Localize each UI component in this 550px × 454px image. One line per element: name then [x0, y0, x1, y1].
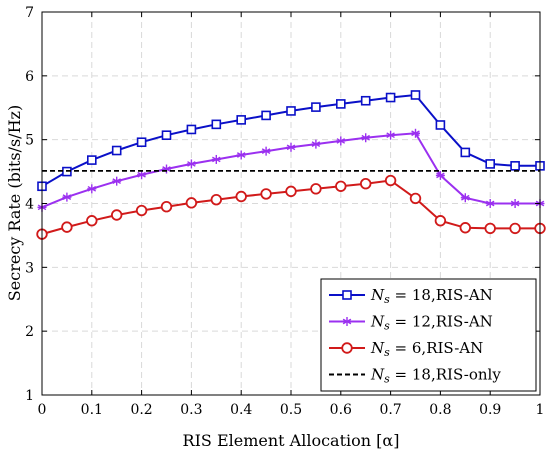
data-point-asterisk	[186, 159, 196, 169]
data-point-asterisk	[336, 136, 346, 146]
y-tick-label: 6	[25, 69, 34, 85]
data-point-square	[360, 95, 371, 106]
data-point-asterisk	[286, 142, 296, 152]
x-tick-label: 0.6	[330, 402, 352, 418]
data-point-circle	[285, 185, 297, 198]
x-tick-label: 0	[38, 402, 47, 418]
data-point-circle	[484, 222, 496, 235]
x-axis-label: RIS Element Allocation [α]	[183, 431, 400, 450]
data-point-square	[161, 130, 172, 140]
x-tick-label: 0.7	[379, 402, 401, 418]
data-point-asterisk	[211, 154, 221, 164]
data-point-square	[211, 119, 222, 130]
data-point-circle	[409, 192, 422, 205]
data-point-circle	[335, 180, 347, 192]
x-tick-label: 0.5	[280, 402, 302, 418]
series-2	[36, 174, 546, 240]
data-point-circle	[459, 222, 472, 234]
data-point-asterisk	[386, 130, 396, 140]
data-point-asterisk	[311, 139, 321, 149]
legend-item: Ns = 12,RIS-AN	[329, 313, 493, 333]
data-point-circle	[434, 215, 447, 227]
legend-label: Ns = 12,RIS-AN	[370, 313, 493, 333]
data-point-square	[485, 159, 496, 169]
data-point-square	[410, 90, 421, 100]
legend-item: Ns = 18,RIS-only	[329, 366, 501, 386]
data-point-circle	[185, 197, 198, 209]
axis-ticks: 0 0.1 0.2 0.3 0.4 0.5 0.6 0.7 0.8 0.9 1 1 2 3 4 5 6 7	[25, 5, 544, 418]
data-point-asterisk	[112, 176, 122, 186]
y-tick-label: 7	[25, 5, 34, 21]
y-tick-label: 3	[25, 260, 34, 276]
data-point-asterisk	[411, 128, 420, 138]
legend-box	[320, 278, 537, 392]
series-1	[37, 128, 545, 212]
data-point-square	[385, 92, 396, 103]
data-point-asterisk	[460, 193, 470, 203]
data-point-square	[460, 147, 471, 158]
data-point-asterisk	[361, 133, 371, 143]
x-tick-label: 0.1	[81, 402, 103, 418]
data-point-square	[435, 120, 446, 130]
data-point-circle	[260, 188, 272, 200]
x-tick-label: 0.9	[479, 402, 501, 418]
grid-lines	[42, 12, 540, 395]
data-point-square	[111, 145, 122, 156]
data-point-square	[510, 161, 520, 171]
y-tick-label: 2	[25, 324, 34, 340]
y-axis-label: Secrecy Rate (bits/s/Hz)	[5, 105, 24, 301]
data-point-square	[87, 155, 97, 165]
x-tick-label: 0.8	[429, 402, 451, 418]
data-point-asterisk	[435, 170, 445, 180]
data-point-circle	[135, 204, 148, 217]
data-point-asterisk	[485, 199, 495, 208]
data-point-circle	[86, 215, 98, 227]
data-point-circle	[384, 174, 397, 187]
data-point-circle	[341, 342, 353, 354]
data-point-circle	[310, 183, 322, 195]
data-point-square	[186, 124, 197, 135]
legend-item: Ns = 18,RIS-AN	[329, 286, 493, 306]
data-point-asterisk	[510, 199, 520, 208]
legend-item: Ns = 6,RIS-AN	[329, 339, 483, 359]
data-point-circle	[235, 190, 247, 203]
y-tick-label: 1	[25, 388, 34, 404]
data-point-circle	[160, 200, 173, 213]
x-tick-label: 0.2	[130, 402, 152, 418]
data-point-asterisk	[261, 146, 271, 156]
data-point-asterisk	[62, 192, 72, 202]
data-point-square	[335, 99, 346, 109]
data-point-asterisk	[342, 317, 352, 326]
x-tick-label: 0.4	[230, 402, 252, 418]
data-point-asterisk	[236, 150, 246, 160]
data-point-circle	[110, 209, 123, 221]
y-tick-label: 4	[25, 197, 34, 213]
data-point-circle	[509, 222, 521, 235]
data-point-square	[311, 102, 321, 112]
data-point-asterisk	[87, 184, 97, 194]
legend: Ns = 18,RIS-AN Ns = 12,RIS-AN Ns = 6,RIS-A…	[320, 278, 537, 392]
legend-label: Ns = 18,RIS-only	[370, 366, 501, 386]
data-point-square	[136, 137, 147, 148]
data-point-circle	[360, 178, 372, 190]
y-tick-label: 5	[25, 133, 34, 149]
data-point-square	[342, 290, 352, 300]
legend-label: Ns = 6,RIS-AN	[370, 339, 483, 359]
data-point-circle	[210, 193, 223, 206]
data-point-square	[236, 115, 246, 125]
data-point-square	[261, 110, 271, 121]
x-tick-label: 0.3	[180, 402, 202, 418]
series-layer	[36, 90, 546, 240]
x-tick-label: 1	[536, 402, 545, 418]
data-point-circle	[61, 221, 73, 233]
data-point-square	[286, 106, 296, 116]
legend-label: Ns = 18,RIS-AN	[370, 286, 493, 306]
